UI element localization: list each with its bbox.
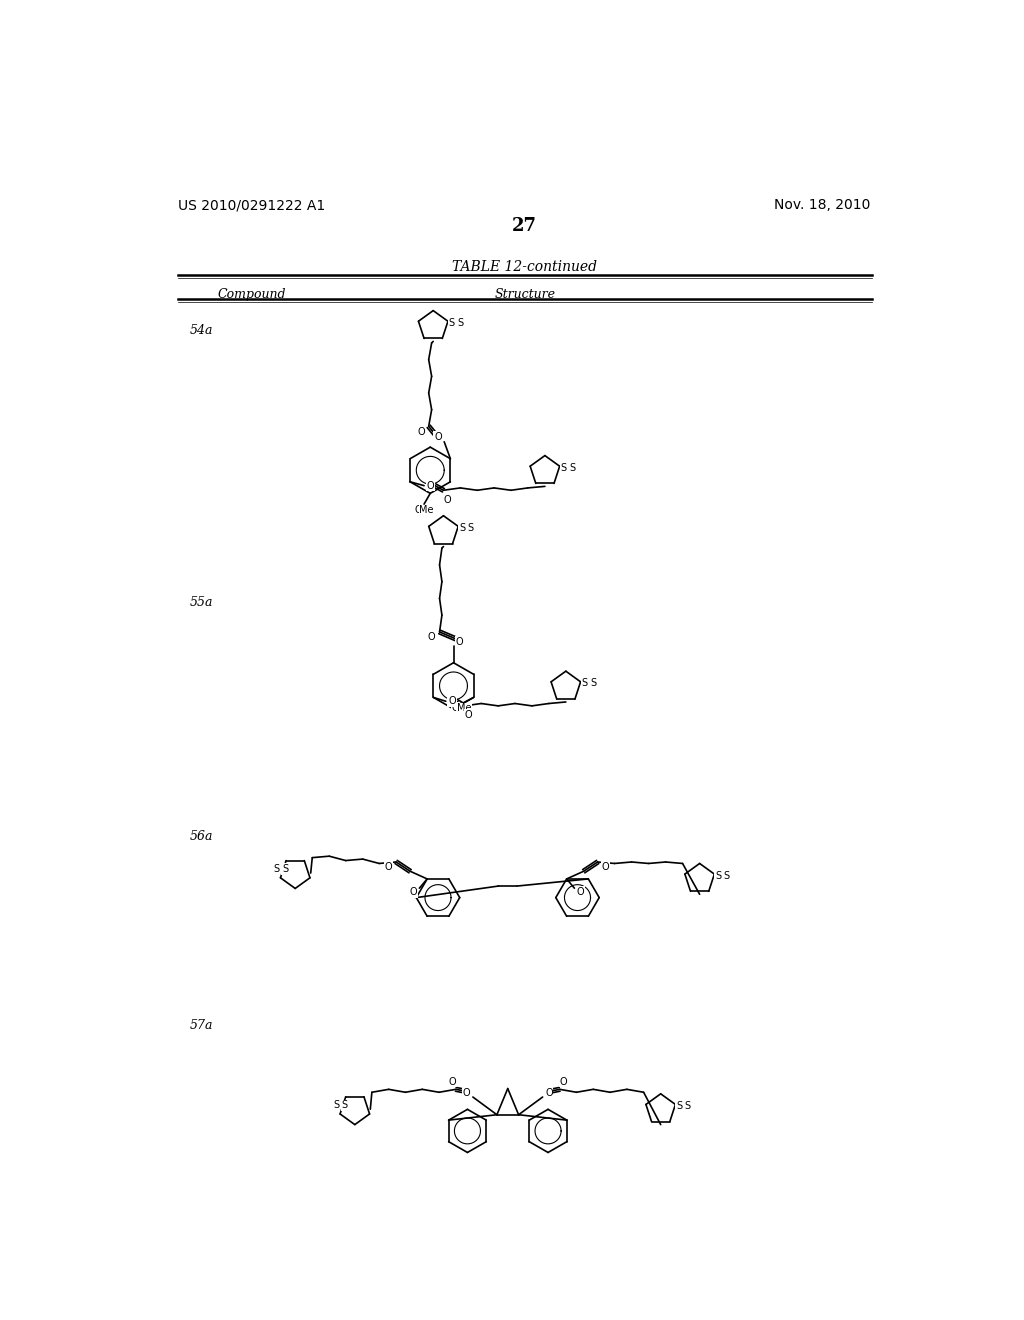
Text: O: O (456, 638, 464, 647)
Text: S: S (715, 871, 721, 880)
Text: S: S (282, 865, 288, 874)
Text: S: S (468, 523, 474, 533)
Text: S: S (459, 523, 465, 533)
Text: S: S (273, 865, 280, 874)
Text: 54a: 54a (190, 323, 213, 337)
Text: O: O (465, 710, 472, 721)
Text: O: O (545, 1088, 553, 1098)
Text: O: O (410, 887, 417, 898)
Text: 55a: 55a (190, 595, 213, 609)
Text: O: O (463, 1088, 470, 1098)
Text: S: S (569, 463, 575, 473)
Text: S: S (685, 1101, 691, 1111)
Text: S: S (590, 678, 596, 689)
Text: O: O (417, 426, 425, 437)
Text: 56a: 56a (190, 830, 213, 843)
Text: O: O (426, 480, 434, 491)
Text: Me: Me (457, 704, 471, 713)
Text: S: S (724, 871, 730, 880)
Text: TABLE 12-continued: TABLE 12-continued (453, 260, 597, 275)
Text: S: S (342, 1101, 348, 1110)
Text: 27: 27 (512, 216, 538, 235)
Text: S: S (333, 1101, 339, 1110)
Text: Compound: Compound (217, 288, 286, 301)
Text: O: O (449, 696, 456, 706)
Text: 57a: 57a (190, 1019, 213, 1032)
Text: Nov. 18, 2010: Nov. 18, 2010 (774, 198, 870, 213)
Text: O: O (443, 495, 452, 504)
Text: O: O (577, 887, 585, 898)
Text: Structure: Structure (495, 288, 555, 301)
Text: S: S (458, 318, 464, 327)
Text: O: O (452, 704, 460, 713)
Text: S: S (560, 463, 566, 473)
Text: O: O (449, 1077, 456, 1086)
Text: S: S (449, 318, 455, 327)
Text: O: O (414, 506, 422, 515)
Text: O: O (434, 432, 441, 442)
Text: Me: Me (420, 506, 434, 515)
Text: O: O (601, 862, 609, 871)
Text: US 2010/0291222 A1: US 2010/0291222 A1 (178, 198, 326, 213)
Text: S: S (676, 1101, 682, 1111)
Text: O: O (560, 1077, 567, 1086)
Text: O: O (385, 862, 392, 871)
Text: S: S (582, 678, 588, 689)
Text: O: O (428, 631, 435, 642)
